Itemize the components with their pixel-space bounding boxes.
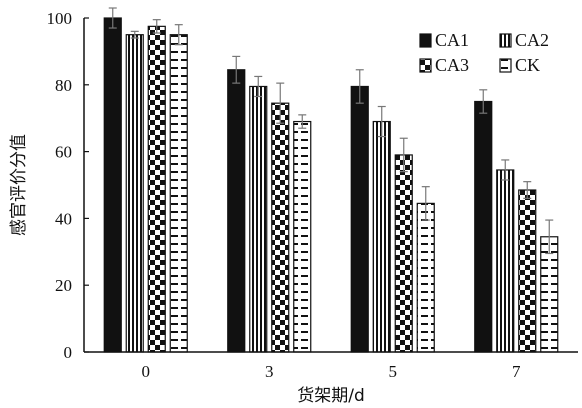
legend-label-ca3: CA3 [435, 55, 469, 75]
y-tick-label: 60 [55, 143, 72, 162]
x-ticks: 0 3 5 7 [142, 362, 522, 381]
bar-ck-0 [169, 34, 188, 353]
y-axis-title: 感官评价分值 [9, 134, 29, 236]
bar-ca1-5 [350, 85, 369, 353]
legend-swatch-ca2 [499, 33, 512, 48]
bar-ca2-5 [372, 120, 391, 353]
x-tick-label: 3 [265, 362, 274, 381]
bars-layer [103, 17, 559, 353]
x-tick-label: 0 [142, 362, 151, 381]
error-bars-layer [108, 7, 554, 255]
bar-ck-5 [416, 202, 435, 353]
x-tick-label: 7 [512, 362, 521, 381]
bar-ck-3 [293, 120, 312, 353]
legend: CA1 CA2 CA3 CK [419, 30, 549, 75]
x-tick-label: 5 [389, 362, 398, 381]
bar-ca3-7 [518, 189, 537, 353]
legend-label-ck: CK [515, 55, 540, 75]
y-tick-label: 40 [55, 209, 72, 228]
bar-ca2-3 [249, 85, 268, 353]
y-tick-label: 0 [64, 343, 73, 362]
legend-label-ca2: CA2 [515, 30, 549, 50]
legend-label-ca1: CA1 [435, 30, 469, 50]
bar-ca3-5 [394, 154, 413, 353]
bar-ca3-0 [147, 25, 166, 353]
bar-ca1-0 [103, 17, 122, 353]
legend-swatch-ca1 [419, 33, 432, 48]
legend-swatch-ck [499, 58, 512, 73]
bar-ca1-3 [227, 69, 246, 353]
x-axis-title: 货架期/d [297, 386, 365, 406]
y-tick-label: 100 [47, 9, 73, 28]
bar-ca1-7 [474, 100, 493, 353]
bar-ca3-3 [271, 102, 290, 353]
bar-ca2-7 [496, 169, 515, 353]
bar-ca2-0 [125, 34, 144, 353]
y-tick-label: 20 [55, 276, 72, 295]
legend-swatch-ca3 [419, 58, 432, 73]
y-ticks: 0 20 40 60 80 100 [47, 9, 89, 362]
y-tick-label: 80 [55, 76, 72, 95]
